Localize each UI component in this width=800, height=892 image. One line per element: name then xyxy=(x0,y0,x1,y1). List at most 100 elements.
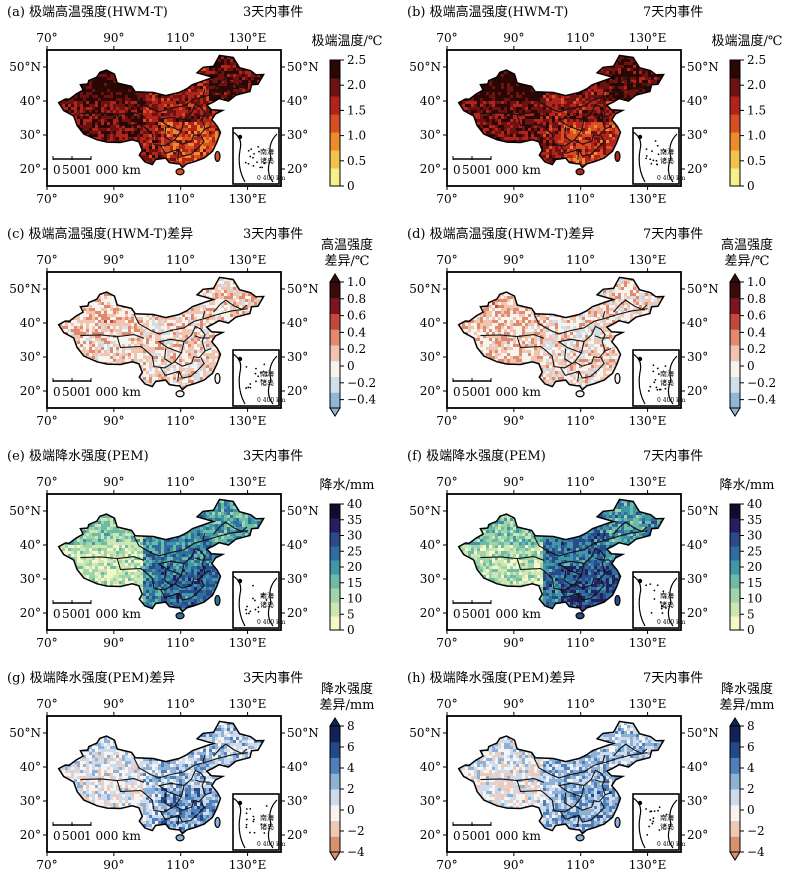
colorbar-tick: 6 xyxy=(347,740,355,754)
inset-label-line2: 诸岛 xyxy=(660,156,674,165)
panel-title: (a) 极端高温强度(HWM-T) xyxy=(7,4,168,20)
lon-tick-bottom: 90° xyxy=(103,858,124,872)
colorbar-tick: 0 xyxy=(747,359,755,373)
scale-label-1000: 1 000 km xyxy=(484,829,541,843)
colorbar-title: 降水/mm xyxy=(319,478,374,493)
lat-tick-left: 40° xyxy=(20,538,41,552)
colorbar-tick: 0.5 xyxy=(747,154,766,168)
colorbar-tick: −4 xyxy=(347,845,365,859)
map-svg: (e) 极端降水强度(PEM)3天内事件70°70°90°90°110°110°… xyxy=(0,444,400,666)
lon-tick-bottom: 70° xyxy=(36,636,57,650)
colorbar-tick: 0.6 xyxy=(747,309,766,323)
lon-tick-top: 90° xyxy=(103,31,124,45)
lat-tick-left: 40° xyxy=(20,760,41,774)
lat-tick-left: 50°N xyxy=(409,60,441,74)
lon-tick-bottom: 110° xyxy=(166,414,195,428)
colorbar-tick: 0.2 xyxy=(747,342,766,356)
colorbar-title: 极端温度/℃ xyxy=(312,33,383,49)
lat-tick-left: 20° xyxy=(20,384,41,398)
lon-tick-top: 70° xyxy=(36,697,57,711)
lat-tick-left: 50°N xyxy=(9,60,41,74)
lat-tick-right: 50°N xyxy=(687,60,719,74)
event-label: 3天内事件 xyxy=(243,4,303,20)
inset-label-line1: 南海 xyxy=(660,813,674,822)
lon-tick-bottom: 110° xyxy=(566,192,595,206)
lon-tick-bottom: 110° xyxy=(566,636,595,650)
inset-scale: 0 400 km xyxy=(257,397,286,404)
scale-label-500: 500 xyxy=(462,607,485,621)
inset-scale: 0 400 km xyxy=(257,841,286,848)
lon-tick-bottom: 70° xyxy=(36,192,57,206)
lat-tick-left: 30° xyxy=(20,128,41,142)
scale-label-0: 0 xyxy=(53,163,61,177)
colorbar-tick: 1.0 xyxy=(347,275,366,289)
colorbar-tick: 0 xyxy=(347,359,355,373)
lat-tick-right: 40° xyxy=(287,316,308,330)
colorbar-tick: 1.5 xyxy=(347,103,366,117)
lat-tick-right: 20° xyxy=(287,384,308,398)
lon-tick-bottom: 110° xyxy=(166,636,195,650)
lon-tick-bottom: 130°E xyxy=(229,636,267,650)
scale-label-0: 0 xyxy=(453,829,461,843)
map-svg: (a) 极端高温强度(HWM-T)3天内事件70°70°90°90°110°11… xyxy=(0,0,400,222)
lon-tick-top: 130°E xyxy=(229,31,267,45)
lon-tick-top: 110° xyxy=(566,475,595,489)
lat-tick-right: 40° xyxy=(687,316,708,330)
lat-tick-right: 40° xyxy=(687,538,708,552)
colorbar-tick: 0.8 xyxy=(347,292,366,306)
lon-tick-bottom: 130°E xyxy=(629,636,667,650)
scale-label-1000: 1 000 km xyxy=(84,163,141,177)
inset-label-line1: 南海 xyxy=(260,369,274,378)
colorbar-tick: 15 xyxy=(347,576,362,590)
colorbar-title: 高温强度 xyxy=(321,237,373,253)
scale-label-0: 0 xyxy=(453,607,461,621)
lon-tick-top: 90° xyxy=(503,475,524,489)
scale-label-0: 0 xyxy=(53,829,61,843)
colorbar-tick: 5 xyxy=(347,607,355,621)
panel-title: (b) 极端高温强度(HWM-T) xyxy=(407,4,568,20)
colorbar-tick: 40 xyxy=(747,497,762,511)
colorbar-tick: 1.5 xyxy=(747,103,766,117)
lon-tick-bottom: 90° xyxy=(503,414,524,428)
lat-tick-left: 20° xyxy=(420,828,441,842)
lat-tick-right: 20° xyxy=(687,828,708,842)
inset-label-line2: 诸岛 xyxy=(260,156,274,165)
scale-label-1000: 1 000 km xyxy=(484,163,541,177)
colorbar-tick: 8 xyxy=(347,719,355,733)
map-svg: (f) 极端降水强度(PEM)7天内事件70°70°90°90°110°110°… xyxy=(400,444,800,666)
lat-tick-left: 50°N xyxy=(409,726,441,740)
scale-label-0: 0 xyxy=(453,163,461,177)
inset-label-line1: 南海 xyxy=(260,591,274,600)
scale-label-1000: 1 000 km xyxy=(84,385,141,399)
lat-tick-left: 20° xyxy=(20,162,41,176)
event-label: 3天内事件 xyxy=(243,226,303,242)
colorbar xyxy=(330,60,344,187)
colorbar-title: 差异/℃ xyxy=(725,254,770,269)
lat-tick-left: 40° xyxy=(420,316,441,330)
colorbar-tick: 1.0 xyxy=(747,129,766,143)
lat-tick-right: 40° xyxy=(687,94,708,108)
lon-tick-bottom: 110° xyxy=(166,192,195,206)
lat-tick-right: 30° xyxy=(287,350,308,364)
inset-label-line1: 南海 xyxy=(660,369,674,378)
colorbar-tick: 1.0 xyxy=(347,129,366,143)
lon-tick-top: 110° xyxy=(166,31,195,45)
colorbar xyxy=(730,504,744,631)
lat-tick-left: 50°N xyxy=(409,504,441,518)
scale-label-0: 0 xyxy=(53,385,61,399)
lat-tick-left: 30° xyxy=(20,350,41,364)
lon-tick-top: 70° xyxy=(36,475,57,489)
panel-title: (g) 极端降水强度(PEM)差异 xyxy=(7,670,175,686)
scale-label-500: 500 xyxy=(62,385,85,399)
scale-label-500: 500 xyxy=(62,829,85,843)
colorbar-tick: −0.4 xyxy=(747,393,777,407)
lon-tick-bottom: 70° xyxy=(436,192,457,206)
lon-tick-top: 130°E xyxy=(629,697,667,711)
lon-tick-top: 130°E xyxy=(229,475,267,489)
colorbar-tick: 4 xyxy=(347,761,355,775)
